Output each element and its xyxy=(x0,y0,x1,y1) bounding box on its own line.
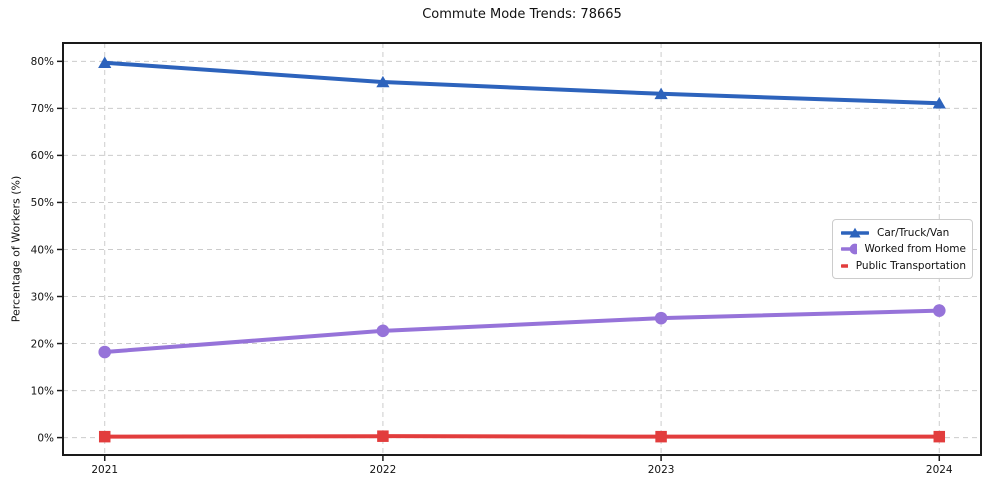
legend: Car/Truck/Van Worked from Home Public Tran… xyxy=(832,219,973,279)
square-marker xyxy=(933,430,946,443)
x-tick-label: 2024 xyxy=(926,464,953,476)
y-tick-label: 40% xyxy=(31,244,54,256)
y-tick-label: 30% xyxy=(31,291,54,303)
legend-label: Car/Truck/Van xyxy=(877,226,950,239)
x-tick-label: 2021 xyxy=(91,464,118,476)
legend-label: Worked from Home xyxy=(864,243,966,255)
triangle-marker xyxy=(376,75,390,88)
series-line xyxy=(102,60,942,106)
y-tick-label: 60% xyxy=(31,150,54,162)
legend-item: Car/Truck/Van xyxy=(841,226,966,240)
triangle-marker xyxy=(932,97,946,109)
legend-item: Public Transportation xyxy=(841,259,966,273)
y-tick-label: 20% xyxy=(31,338,54,350)
circle-marker xyxy=(98,345,112,359)
legend-label: Public Transportation xyxy=(855,259,966,272)
circle-marker xyxy=(376,324,390,338)
x-tick-label: 2023 xyxy=(648,464,675,476)
triangle-marker xyxy=(654,87,668,100)
square-marker xyxy=(377,430,389,442)
triangle-marker xyxy=(849,227,861,237)
circle-marker xyxy=(654,311,668,325)
square-marker xyxy=(98,430,111,443)
y-tick-label: 80% xyxy=(31,56,54,68)
chart-title: Commute Mode Trends: 78665 xyxy=(422,7,622,22)
triangle-marker xyxy=(98,56,112,69)
legend-sample xyxy=(841,227,869,237)
x-tick-label: 2022 xyxy=(370,464,397,476)
y-tick-label: 50% xyxy=(31,197,54,209)
y-tick-label: 10% xyxy=(31,385,54,397)
square-marker xyxy=(655,430,667,443)
legend-sample xyxy=(841,263,848,268)
legend-item: Worked from Home xyxy=(841,242,966,256)
circle-marker xyxy=(932,304,946,317)
legend-sample xyxy=(841,243,857,255)
series-line xyxy=(102,308,942,354)
circle-marker xyxy=(849,243,857,255)
y-tick-label: 70% xyxy=(31,103,54,115)
y-tick-label: 0% xyxy=(37,432,54,444)
